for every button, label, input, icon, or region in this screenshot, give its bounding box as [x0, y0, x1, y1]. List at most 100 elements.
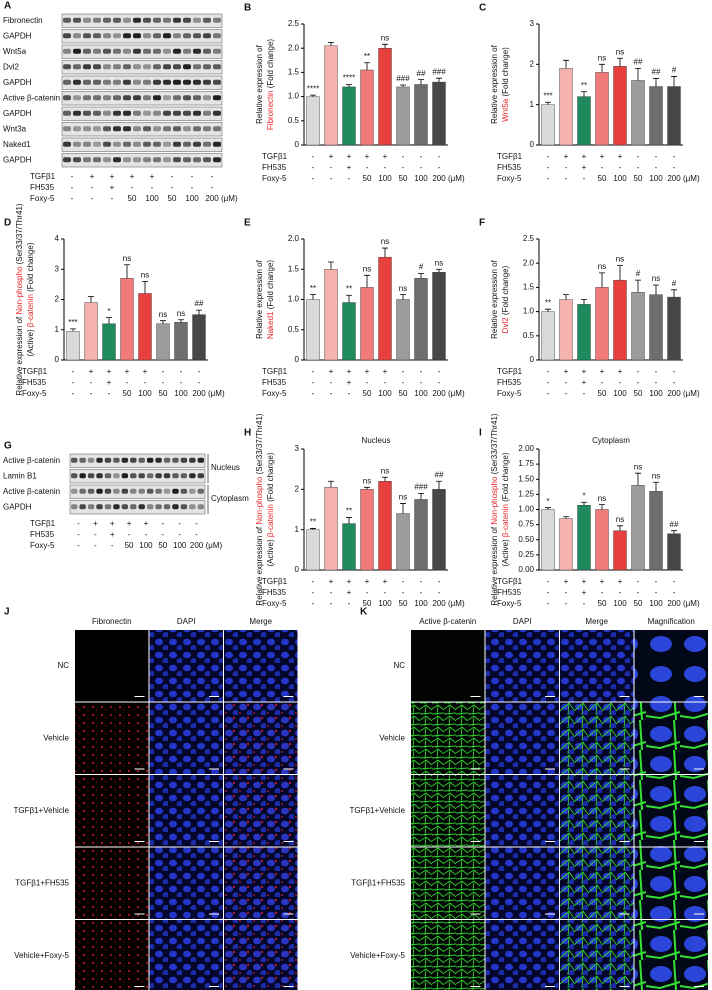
condition-mark: 50 [158, 541, 167, 550]
condition-mark: 50 [363, 389, 372, 398]
blot-band [79, 457, 86, 463]
blot-band [93, 141, 101, 147]
blot-band [197, 457, 204, 463]
blot-label: Wnt3a [3, 124, 27, 133]
error-bar [563, 516, 569, 519]
significance-label: ns [598, 53, 606, 62]
condition-mark: 50 [634, 389, 643, 398]
condition-label: TGFβ1 [497, 152, 523, 161]
error-bar [563, 294, 569, 300]
bar [396, 299, 410, 361]
blot-band [163, 504, 171, 510]
condition-unit: (μM) [683, 174, 700, 183]
blot-band [87, 473, 95, 479]
y-tick-label: 0 [295, 140, 300, 149]
y-axis-label-part: Relative expression of [15, 315, 24, 396]
blot-band [133, 33, 141, 39]
condition-mark: + [582, 378, 587, 387]
condition-mark: 100 [649, 599, 663, 608]
condition-mark: - [312, 378, 315, 387]
blot-band [163, 488, 171, 494]
condition-mark: + [110, 183, 115, 192]
condition-mark: + [600, 577, 605, 586]
condition-mark: 100 [649, 389, 663, 398]
y-tick-label: 0.5 [523, 331, 535, 340]
significance-label: ns [363, 476, 371, 485]
condition-mark: 100 [414, 389, 428, 398]
y-tick-label: 0 [530, 140, 535, 149]
blot-strip [61, 122, 223, 137]
blot-strip [69, 484, 206, 499]
condition-mark: - [211, 183, 214, 192]
blot-band [143, 17, 151, 23]
condition-mark: 100 [185, 194, 199, 203]
error-bar [436, 480, 442, 490]
significance-label: ** [346, 284, 352, 293]
blot-band [93, 126, 101, 132]
condition-mark: 100 [138, 389, 152, 398]
bar [414, 84, 428, 146]
chart-title: Nucleus [362, 436, 391, 445]
condition-mark: - [91, 183, 94, 192]
condition-mark: - [420, 577, 423, 586]
blot-band [173, 157, 181, 163]
blot-band [203, 48, 211, 54]
blot-band [153, 64, 161, 70]
blot-band [63, 110, 71, 116]
condition-label: TGFβ1 [497, 577, 523, 586]
condition-mark: - [312, 599, 315, 608]
micrograph [485, 702, 559, 774]
condition-mark: - [601, 163, 604, 172]
blot-band [138, 457, 145, 463]
y-tick-label: 2.0 [288, 43, 300, 52]
blot-band [143, 110, 151, 116]
condition-mark: - [420, 378, 423, 387]
blot-band [183, 33, 191, 39]
bar [156, 323, 170, 361]
significance-label: ** [364, 52, 370, 61]
error-bar [346, 294, 352, 303]
condition-mark: - [312, 588, 315, 597]
condition-mark: 50 [168, 194, 177, 203]
blot-band [163, 79, 171, 85]
condition-mark: - [402, 367, 405, 376]
condition-mark: - [330, 599, 333, 608]
blot-band [173, 79, 181, 85]
condition-mark: - [402, 588, 405, 597]
condition-mark: - [673, 163, 676, 172]
y-tick-label: 1.50 [518, 474, 534, 483]
condition-mark: + [347, 367, 352, 376]
condition-mark: + [107, 367, 112, 376]
blot-label: GAPDH [3, 155, 32, 164]
bar [541, 509, 555, 571]
condition-mark: - [637, 367, 640, 376]
error-bar [328, 480, 334, 488]
blot-band [143, 95, 151, 101]
micrograph [411, 702, 485, 774]
bar [577, 505, 591, 571]
group-label: Cytoplasm [211, 494, 249, 503]
condition-mark: - [72, 378, 75, 387]
bar [541, 311, 555, 361]
condition-mark: - [108, 389, 111, 398]
condition-mark: - [438, 588, 441, 597]
blot-band [93, 48, 101, 54]
blot-band [203, 79, 211, 85]
blot-band [96, 457, 103, 463]
condition-mark: - [565, 588, 568, 597]
micrograph [149, 920, 223, 990]
condition-mark: 100 [613, 599, 627, 608]
blot-band [133, 48, 141, 54]
condition-mark: - [583, 599, 586, 608]
error-bar [346, 84, 352, 87]
y-tick-label: 1 [295, 525, 300, 534]
bar [595, 509, 609, 571]
blot-band [213, 110, 221, 116]
chart-title: Cytoplasm [592, 436, 630, 445]
blot-band [153, 17, 161, 23]
blot-band [83, 17, 91, 23]
micrograph [75, 920, 149, 990]
condition-label: TGFβ1 [30, 519, 56, 528]
bar [192, 314, 206, 361]
micrograph [411, 630, 485, 702]
